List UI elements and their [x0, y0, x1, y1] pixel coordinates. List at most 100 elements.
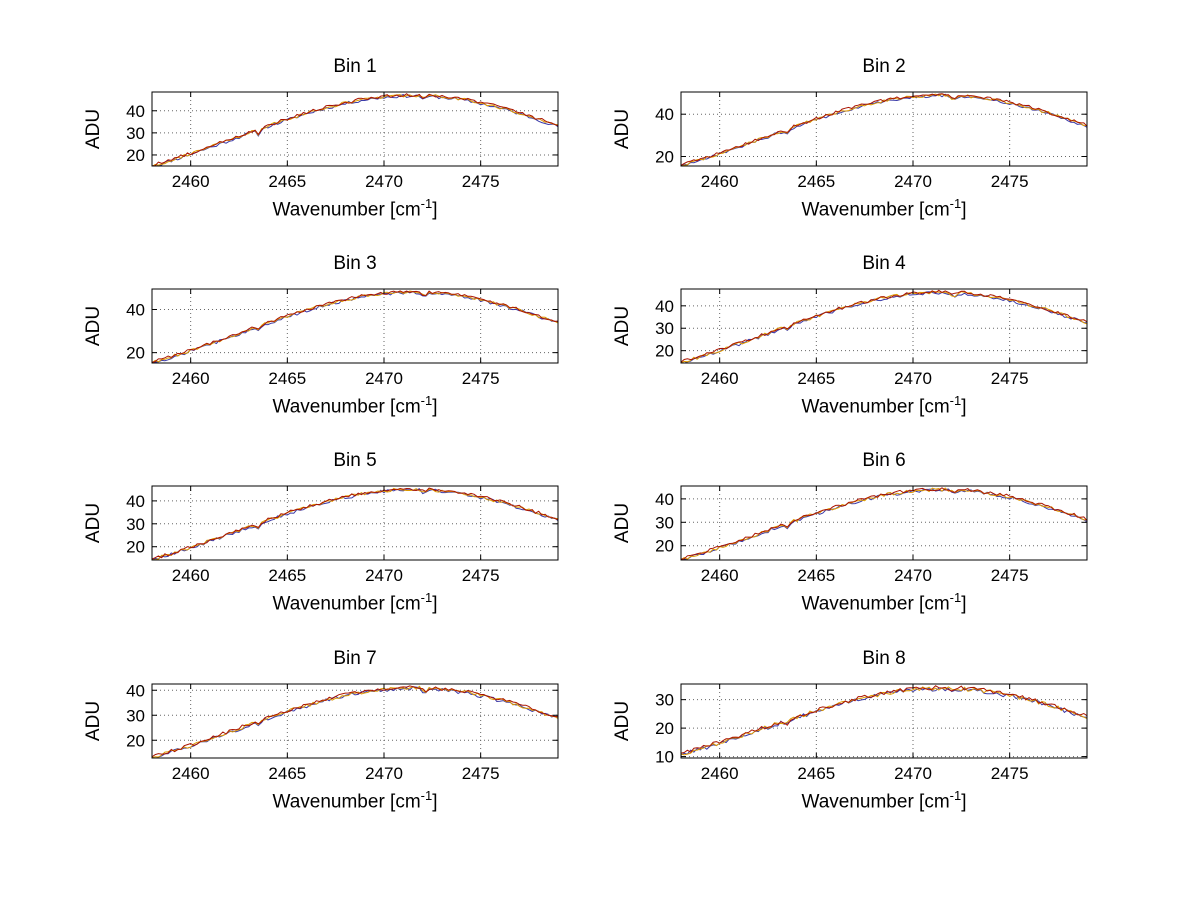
x-tick-label: 2465 [797, 369, 835, 388]
axis-box [680, 288, 1088, 364]
y-tick-label: 20 [126, 344, 145, 363]
x-tick-label: 2460 [172, 764, 210, 783]
y-tick-label: 30 [126, 124, 145, 143]
y-tick-label: 20 [655, 342, 674, 361]
y-tick-label: 30 [126, 515, 145, 534]
y-tick-label: 40 [126, 492, 145, 511]
x-axis-label-post: ] [961, 396, 967, 418]
x-tick-label: 2475 [462, 764, 500, 783]
axis-box [151, 485, 559, 561]
x-axis-label-pre: Wavenumber [cm [801, 199, 950, 221]
x-tick-label: 2470 [365, 172, 403, 191]
x-tick-label: 2475 [991, 566, 1029, 585]
y-tick-label: 40 [655, 105, 674, 124]
subplot-bin-6: Bin 6 ADU 2460 2465 2470 2475 20 30 40 Wavenum… [591, 446, 1121, 646]
x-axis-label: Wavenumber [cm-1] [681, 788, 1087, 813]
trace-line-3 [152, 487, 558, 560]
y-tick-label: 20 [655, 719, 674, 738]
subplot-title: Bin 1 [333, 56, 377, 77]
x-axis-label: Wavenumber [cm-1] [681, 393, 1087, 418]
trace-line-1 [681, 687, 1087, 756]
x-tick-label: 2470 [365, 369, 403, 388]
plot-area: 2460 2465 2470 2475 20 40 [126, 288, 559, 388]
subplot-bin-3: Bin 3 ADU 2460 2465 2470 2475 20 40 Wavenumbe… [62, 249, 592, 449]
x-axis-label-pre: Wavenumber [cm [801, 396, 950, 418]
x-tick-label: 2460 [701, 369, 739, 388]
y-tick-label: 40 [655, 297, 674, 316]
x-tick-label: 2475 [991, 369, 1029, 388]
x-axis-label-post: ] [432, 791, 438, 813]
plot-area: 2460 2465 2470 2475 20 30 40 [126, 681, 559, 783]
x-axis-label-pre: Wavenumber [cm [272, 199, 421, 221]
y-tick-label: 30 [655, 513, 674, 532]
x-tick-label: 2470 [365, 566, 403, 585]
x-tick-label: 2465 [268, 172, 306, 191]
subplot-bin-8: Bin 8 ADU 2460 2465 2470 2475 10 20 30 Wavenum… [591, 644, 1121, 844]
axis-box [680, 91, 1088, 167]
x-tick-label: 2475 [991, 764, 1029, 783]
trace-line-2 [152, 487, 558, 560]
x-tick-label: 2460 [701, 764, 739, 783]
axis-box [680, 485, 1088, 561]
trace-line-3 [681, 93, 1087, 166]
x-axis-label-post: ] [961, 791, 967, 813]
axis-box [680, 683, 1088, 759]
trace-line-2 [152, 290, 558, 363]
x-tick-label: 2465 [268, 369, 306, 388]
subplot-title: Bin 7 [333, 648, 377, 669]
trace-line-2 [681, 686, 1087, 756]
axis-box [151, 91, 559, 167]
x-axis-label: Wavenumber [cm-1] [681, 196, 1087, 221]
x-axis-label-post: ] [961, 199, 967, 221]
y-tick-label: 40 [126, 102, 145, 121]
y-tick-label: 40 [126, 681, 145, 700]
y-tick-label: 20 [655, 537, 674, 556]
x-axis-label: Wavenumber [cm-1] [681, 590, 1087, 615]
plot-area: 2460 2465 2470 2475 20 40 [655, 91, 1088, 191]
x-axis-label: Wavenumber [cm-1] [152, 393, 558, 418]
subplot-bin-5: Bin 5 ADU 2460 2465 2470 2475 20 30 40 Wavenum… [62, 446, 592, 646]
x-tick-label: 2460 [701, 172, 739, 191]
trace-line-3 [152, 93, 558, 166]
x-axis-label-superscript: -1 [420, 393, 433, 408]
subplot-title: Bin 5 [333, 450, 377, 471]
y-tick-label: 20 [655, 147, 674, 166]
trace-line-1 [152, 488, 558, 560]
y-tick-label: 20 [126, 146, 145, 165]
subplot-title: Bin 6 [862, 450, 906, 471]
x-axis-label-post: ] [432, 199, 438, 221]
plot-area: 2460 2465 2470 2475 20 30 40 [126, 91, 559, 191]
axis-box [151, 288, 559, 364]
x-axis-label-superscript: -1 [949, 788, 962, 803]
subplot-bin-7: Bin 7 ADU 2460 2465 2470 2475 20 30 40 Wavenum… [62, 644, 592, 844]
x-tick-label: 2470 [365, 764, 403, 783]
plot-area: 2460 2465 2470 2475 20 30 40 [655, 288, 1088, 388]
trace-line-3 [681, 289, 1087, 363]
x-axis-label-post: ] [432, 396, 438, 418]
trace-line-3 [152, 685, 558, 758]
x-axis-label-pre: Wavenumber [cm [801, 593, 950, 615]
subplot-title: Bin 4 [862, 253, 906, 274]
x-tick-label: 2475 [991, 172, 1029, 191]
trace-line-3 [681, 487, 1087, 560]
x-axis-label: Wavenumber [cm-1] [152, 196, 558, 221]
y-tick-label: 10 [655, 748, 674, 767]
x-axis-label-pre: Wavenumber [cm [272, 593, 421, 615]
x-tick-label: 2475 [462, 566, 500, 585]
trace-line-2 [152, 685, 558, 758]
trace-line-3 [152, 290, 558, 363]
x-tick-label: 2470 [894, 764, 932, 783]
subplot-title: Bin 2 [862, 56, 906, 77]
x-tick-label: 2465 [797, 566, 835, 585]
plot-area: 2460 2465 2470 2475 20 30 40 [126, 485, 559, 585]
y-tick-label: 30 [126, 706, 145, 725]
x-tick-label: 2465 [268, 764, 306, 783]
x-axis-label: Wavenumber [cm-1] [152, 788, 558, 813]
x-axis-label-superscript: -1 [420, 788, 433, 803]
x-axis-label-superscript: -1 [949, 393, 962, 408]
x-axis-label-post: ] [961, 593, 967, 615]
y-tick-label: 40 [126, 300, 145, 319]
y-tick-label: 30 [655, 319, 674, 338]
x-tick-label: 2465 [797, 172, 835, 191]
